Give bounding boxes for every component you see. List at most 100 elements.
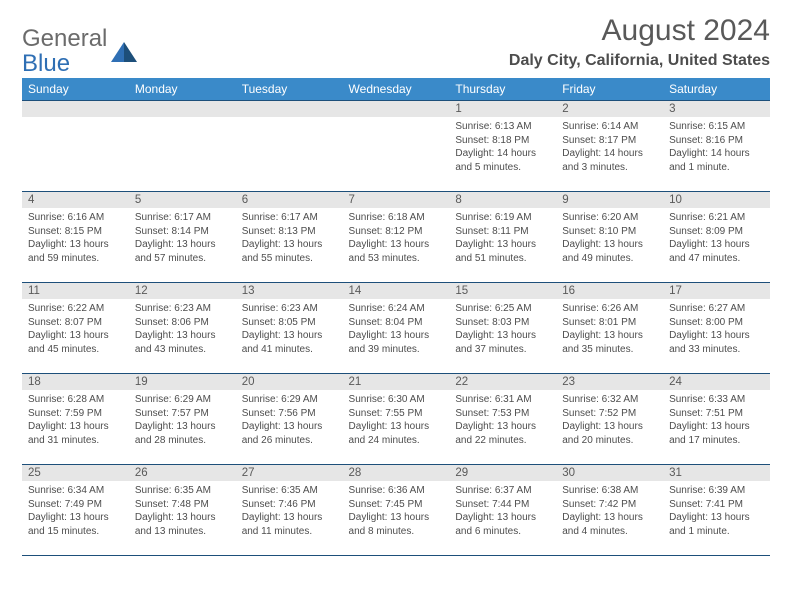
daylight-line: Daylight: 13 hours and 13 minutes. [135, 511, 230, 538]
day-details: Sunrise: 6:38 AMSunset: 7:42 PMDaylight:… [556, 481, 663, 542]
daylight-line: Daylight: 13 hours and 33 minutes. [669, 329, 764, 356]
sunset-line: Sunset: 7:59 PM [28, 407, 123, 421]
calendar-cell [129, 101, 236, 192]
calendar-cell: 27Sunrise: 6:35 AMSunset: 7:46 PMDayligh… [236, 465, 343, 556]
sunrise-line: Sunrise: 6:26 AM [562, 302, 657, 316]
weekday-header: Friday [556, 78, 663, 101]
calendar-table: SundayMondayTuesdayWednesdayThursdayFrid… [22, 78, 770, 555]
calendar-cell: 13Sunrise: 6:23 AMSunset: 8:05 PMDayligh… [236, 283, 343, 374]
sunrise-line: Sunrise: 6:29 AM [135, 393, 230, 407]
day-details: Sunrise: 6:21 AMSunset: 8:09 PMDaylight:… [663, 208, 770, 269]
daylight-line: Daylight: 13 hours and 47 minutes. [669, 238, 764, 265]
day-details: Sunrise: 6:20 AMSunset: 8:10 PMDaylight:… [556, 208, 663, 269]
daylight-line: Daylight: 13 hours and 31 minutes. [28, 420, 123, 447]
sunset-line: Sunset: 8:18 PM [455, 134, 550, 148]
day-details: Sunrise: 6:16 AMSunset: 8:15 PMDaylight:… [22, 208, 129, 269]
sunset-line: Sunset: 7:57 PM [135, 407, 230, 421]
sunrise-line: Sunrise: 6:35 AM [135, 484, 230, 498]
sunset-line: Sunset: 7:45 PM [349, 498, 444, 512]
day-details: Sunrise: 6:28 AMSunset: 7:59 PMDaylight:… [22, 390, 129, 451]
sunset-line: Sunset: 8:03 PM [455, 316, 550, 330]
day-number [129, 101, 236, 117]
sunrise-line: Sunrise: 6:36 AM [349, 484, 444, 498]
calendar-cell: 7Sunrise: 6:18 AMSunset: 8:12 PMDaylight… [343, 192, 450, 283]
calendar-cell [22, 101, 129, 192]
calendar-week: 18Sunrise: 6:28 AMSunset: 7:59 PMDayligh… [22, 374, 770, 465]
sunset-line: Sunset: 7:55 PM [349, 407, 444, 421]
calendar-cell: 15Sunrise: 6:25 AMSunset: 8:03 PMDayligh… [449, 283, 556, 374]
daylight-line: Daylight: 13 hours and 11 minutes. [242, 511, 337, 538]
sunset-line: Sunset: 8:01 PM [562, 316, 657, 330]
calendar-header-row: SundayMondayTuesdayWednesdayThursdayFrid… [22, 78, 770, 101]
day-details: Sunrise: 6:29 AMSunset: 7:57 PMDaylight:… [129, 390, 236, 451]
sunrise-line: Sunrise: 6:39 AM [669, 484, 764, 498]
day-details: Sunrise: 6:13 AMSunset: 8:18 PMDaylight:… [449, 117, 556, 178]
day-number: 8 [449, 192, 556, 208]
day-details: Sunrise: 6:25 AMSunset: 8:03 PMDaylight:… [449, 299, 556, 360]
sunset-line: Sunset: 8:09 PM [669, 225, 764, 239]
day-number: 16 [556, 283, 663, 299]
calendar-cell: 31Sunrise: 6:39 AMSunset: 7:41 PMDayligh… [663, 465, 770, 556]
sunset-line: Sunset: 8:05 PM [242, 316, 337, 330]
weekday-header: Tuesday [236, 78, 343, 101]
daylight-line: Daylight: 13 hours and 4 minutes. [562, 511, 657, 538]
day-details: Sunrise: 6:37 AMSunset: 7:44 PMDaylight:… [449, 481, 556, 542]
brand-word2: Blue [22, 51, 107, 76]
calendar-cell: 21Sunrise: 6:30 AMSunset: 7:55 PMDayligh… [343, 374, 450, 465]
daylight-line: Daylight: 13 hours and 28 minutes. [135, 420, 230, 447]
sunset-line: Sunset: 7:44 PM [455, 498, 550, 512]
sunset-line: Sunset: 7:42 PM [562, 498, 657, 512]
day-number: 31 [663, 465, 770, 481]
day-details: Sunrise: 6:23 AMSunset: 8:05 PMDaylight:… [236, 299, 343, 360]
sunrise-line: Sunrise: 6:17 AM [135, 211, 230, 225]
day-number [22, 101, 129, 117]
weekday-header: Sunday [22, 78, 129, 101]
daylight-line: Daylight: 13 hours and 43 minutes. [135, 329, 230, 356]
day-number [236, 101, 343, 117]
day-number: 18 [22, 374, 129, 390]
sunset-line: Sunset: 8:07 PM [28, 316, 123, 330]
page-title: August 2024 [509, 14, 770, 48]
weekday-header: Monday [129, 78, 236, 101]
title-block: August 2024 Daly City, California, Unite… [509, 14, 770, 76]
day-details: Sunrise: 6:23 AMSunset: 8:06 PMDaylight:… [129, 299, 236, 360]
sunrise-line: Sunrise: 6:15 AM [669, 120, 764, 134]
day-details: Sunrise: 6:36 AMSunset: 7:45 PMDaylight:… [343, 481, 450, 542]
daylight-line: Daylight: 13 hours and 59 minutes. [28, 238, 123, 265]
sunrise-line: Sunrise: 6:31 AM [455, 393, 550, 407]
sunset-line: Sunset: 7:52 PM [562, 407, 657, 421]
day-number: 2 [556, 101, 663, 117]
day-number: 11 [22, 283, 129, 299]
day-details: Sunrise: 6:19 AMSunset: 8:11 PMDaylight:… [449, 208, 556, 269]
calendar-week: 4Sunrise: 6:16 AMSunset: 8:15 PMDaylight… [22, 192, 770, 283]
day-number: 6 [236, 192, 343, 208]
calendar-cell [343, 101, 450, 192]
daylight-line: Daylight: 13 hours and 26 minutes. [242, 420, 337, 447]
sunset-line: Sunset: 7:48 PM [135, 498, 230, 512]
sunrise-line: Sunrise: 6:24 AM [349, 302, 444, 316]
day-number: 17 [663, 283, 770, 299]
day-details: Sunrise: 6:17 AMSunset: 8:13 PMDaylight:… [236, 208, 343, 269]
day-details: Sunrise: 6:39 AMSunset: 7:41 PMDaylight:… [663, 481, 770, 542]
sunset-line: Sunset: 7:51 PM [669, 407, 764, 421]
day-number: 25 [22, 465, 129, 481]
day-details: Sunrise: 6:22 AMSunset: 8:07 PMDaylight:… [22, 299, 129, 360]
weekday-header: Saturday [663, 78, 770, 101]
calendar-cell [236, 101, 343, 192]
calendar-cell: 3Sunrise: 6:15 AMSunset: 8:16 PMDaylight… [663, 101, 770, 192]
sunset-line: Sunset: 8:14 PM [135, 225, 230, 239]
day-number: 4 [22, 192, 129, 208]
daylight-line: Daylight: 13 hours and 41 minutes. [242, 329, 337, 356]
day-number: 14 [343, 283, 450, 299]
day-number: 23 [556, 374, 663, 390]
day-details: Sunrise: 6:35 AMSunset: 7:46 PMDaylight:… [236, 481, 343, 542]
calendar-cell: 20Sunrise: 6:29 AMSunset: 7:56 PMDayligh… [236, 374, 343, 465]
calendar-cell: 22Sunrise: 6:31 AMSunset: 7:53 PMDayligh… [449, 374, 556, 465]
sunset-line: Sunset: 8:10 PM [562, 225, 657, 239]
day-details: Sunrise: 6:33 AMSunset: 7:51 PMDaylight:… [663, 390, 770, 451]
day-details: Sunrise: 6:18 AMSunset: 8:12 PMDaylight:… [343, 208, 450, 269]
daylight-line: Daylight: 13 hours and 49 minutes. [562, 238, 657, 265]
sunrise-line: Sunrise: 6:23 AM [135, 302, 230, 316]
calendar-page: General Blue August 2024 Daly City, Cali… [0, 0, 792, 566]
day-details: Sunrise: 6:26 AMSunset: 8:01 PMDaylight:… [556, 299, 663, 360]
